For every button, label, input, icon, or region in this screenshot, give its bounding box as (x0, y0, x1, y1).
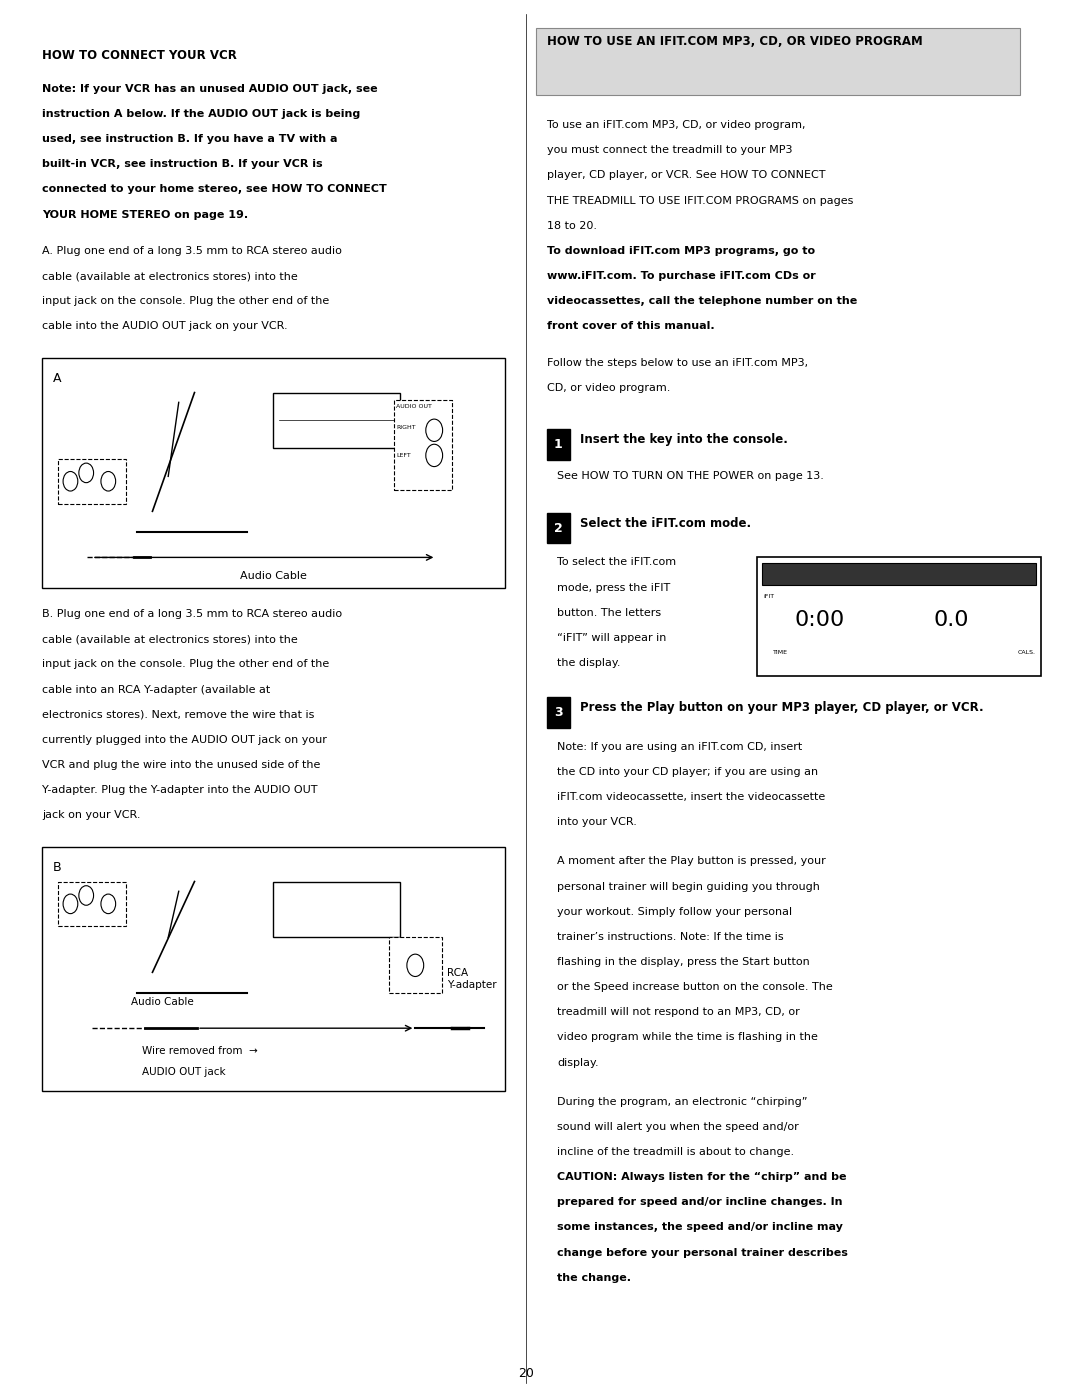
FancyBboxPatch shape (546, 697, 570, 728)
Text: CAUTION: Always listen for the “chirp” and be: CAUTION: Always listen for the “chirp” a… (557, 1172, 847, 1182)
Text: input jack on the console. Plug the other end of the: input jack on the console. Plug the othe… (42, 296, 329, 306)
FancyBboxPatch shape (58, 460, 126, 504)
Text: 1: 1 (554, 437, 563, 451)
Text: instruction A below. If the AUDIO OUT jack is being: instruction A below. If the AUDIO OUT ja… (42, 109, 361, 119)
Text: connected to your home stereo, see HOW TO CONNECT: connected to your home stereo, see HOW T… (42, 184, 387, 194)
Text: front cover of this manual.: front cover of this manual. (546, 321, 714, 331)
FancyBboxPatch shape (762, 563, 1036, 585)
Text: iFIT: iFIT (764, 594, 774, 599)
Text: 18 to 20.: 18 to 20. (546, 221, 597, 231)
Text: Note: If your VCR has an unused AUDIO OUT jack, see: Note: If your VCR has an unused AUDIO OU… (42, 84, 378, 94)
Text: the change.: the change. (557, 1273, 631, 1282)
FancyBboxPatch shape (42, 358, 504, 588)
Text: CALS.: CALS. (1017, 650, 1036, 655)
Text: iFIT.com videocassette, insert the videocassette: iFIT.com videocassette, insert the video… (557, 792, 825, 802)
Text: button. The letters: button. The letters (557, 608, 661, 617)
Text: cable into the AUDIO OUT jack on your VCR.: cable into the AUDIO OUT jack on your VC… (42, 321, 287, 331)
Text: change before your personal trainer describes: change before your personal trainer desc… (557, 1248, 848, 1257)
Text: input jack on the console. Plug the other end of the: input jack on the console. Plug the othe… (42, 659, 329, 669)
Text: “iFIT” will appear in: “iFIT” will appear in (557, 633, 666, 643)
Text: Wire removed from  →: Wire removed from → (141, 1046, 258, 1056)
Text: YOUR HOME STEREO on page 19.: YOUR HOME STEREO on page 19. (42, 210, 248, 219)
Text: personal trainer will begin guiding you through: personal trainer will begin guiding you … (557, 882, 820, 891)
Text: treadmill will not respond to an MP3, CD, or: treadmill will not respond to an MP3, CD… (557, 1007, 800, 1017)
Text: jack on your VCR.: jack on your VCR. (42, 810, 140, 820)
Text: See HOW TO TURN ON THE POWER on page 13.: See HOW TO TURN ON THE POWER on page 13. (557, 471, 824, 481)
Text: TIME: TIME (773, 650, 787, 655)
Text: used, see instruction B. If you have a TV with a: used, see instruction B. If you have a T… (42, 134, 338, 144)
Text: you must connect the treadmill to your MP3: you must connect the treadmill to your M… (546, 145, 793, 155)
Text: 3: 3 (554, 705, 563, 719)
Text: To download iFIT.com MP3 programs, go to: To download iFIT.com MP3 programs, go to (546, 246, 814, 256)
Text: AUDIO OUT jack: AUDIO OUT jack (141, 1067, 226, 1077)
Text: cable (available at electronics stores) into the: cable (available at electronics stores) … (42, 634, 298, 644)
Text: electronics stores). Next, remove the wire that is: electronics stores). Next, remove the wi… (42, 710, 314, 719)
Text: A moment after the Play button is pressed, your: A moment after the Play button is presse… (557, 856, 826, 866)
Text: B: B (53, 861, 62, 873)
Text: 0.0: 0.0 (934, 610, 969, 630)
FancyBboxPatch shape (757, 557, 1041, 676)
Text: B. Plug one end of a long 3.5 mm to RCA stereo audio: B. Plug one end of a long 3.5 mm to RCA … (42, 609, 342, 619)
Text: RIGHT: RIGHT (396, 425, 416, 430)
Text: To select the iFIT.com: To select the iFIT.com (557, 557, 676, 567)
FancyBboxPatch shape (389, 937, 442, 993)
Text: incline of the treadmill is about to change.: incline of the treadmill is about to cha… (557, 1147, 795, 1157)
Text: mode, press the iFIT: mode, press the iFIT (557, 583, 671, 592)
Text: A: A (53, 372, 62, 384)
FancyBboxPatch shape (273, 882, 400, 937)
Text: VCR and plug the wire into the unused side of the: VCR and plug the wire into the unused si… (42, 760, 321, 770)
Text: cable into an RCA Y-adapter (available at: cable into an RCA Y-adapter (available a… (42, 685, 270, 694)
Text: THE TREADMILL TO USE IFIT.COM PROGRAMS on pages: THE TREADMILL TO USE IFIT.COM PROGRAMS o… (546, 196, 853, 205)
Text: flashing in the display, press the Start button: flashing in the display, press the Start… (557, 957, 810, 967)
Text: trainer’s instructions. Note: If the time is: trainer’s instructions. Note: If the tim… (557, 932, 784, 942)
FancyBboxPatch shape (546, 429, 570, 460)
Text: videocassettes, call the telephone number on the: videocassettes, call the telephone numbe… (546, 296, 856, 306)
Text: Press the Play button on your MP3 player, CD player, or VCR.: Press the Play button on your MP3 player… (580, 701, 984, 714)
Text: player, CD player, or VCR. See HOW TO CONNECT: player, CD player, or VCR. See HOW TO CO… (546, 170, 825, 180)
FancyBboxPatch shape (42, 847, 504, 1091)
Text: some instances, the speed and/or incline may: some instances, the speed and/or incline… (557, 1222, 843, 1232)
Text: Y-adapter. Plug the Y-adapter into the AUDIO OUT: Y-adapter. Plug the Y-adapter into the A… (42, 785, 318, 795)
Text: Insert the key into the console.: Insert the key into the console. (580, 433, 788, 446)
Text: CD, or video program.: CD, or video program. (546, 383, 670, 393)
Text: A. Plug one end of a long 3.5 mm to RCA stereo audio: A. Plug one end of a long 3.5 mm to RCA … (42, 246, 342, 256)
Text: Follow the steps below to use an iFIT.com MP3,: Follow the steps below to use an iFIT.co… (546, 358, 808, 367)
Text: the CD into your CD player; if you are using an: the CD into your CD player; if you are u… (557, 767, 819, 777)
Text: built-in VCR, see instruction B. If your VCR is: built-in VCR, see instruction B. If your… (42, 159, 323, 169)
Text: During the program, an electronic “chirping”: During the program, an electronic “chirp… (557, 1097, 808, 1106)
Text: HOW TO CONNECT YOUR VCR: HOW TO CONNECT YOUR VCR (42, 49, 237, 61)
Text: sound will alert you when the speed and/or: sound will alert you when the speed and/… (557, 1122, 799, 1132)
Text: 20: 20 (517, 1368, 534, 1380)
Text: or the Speed increase button on the console. The: or the Speed increase button on the cons… (557, 982, 833, 992)
FancyBboxPatch shape (58, 882, 126, 926)
Text: Select the iFIT.com mode.: Select the iFIT.com mode. (580, 517, 752, 529)
Text: RCA
Y-adapter: RCA Y-adapter (447, 968, 497, 990)
Text: AUDIO OUT: AUDIO OUT (396, 404, 432, 409)
FancyBboxPatch shape (536, 28, 1020, 95)
Text: cable (available at electronics stores) into the: cable (available at electronics stores) … (42, 271, 298, 281)
Text: currently plugged into the AUDIO OUT jack on your: currently plugged into the AUDIO OUT jac… (42, 735, 327, 745)
Text: Audio Cable: Audio Cable (132, 997, 194, 1007)
Text: Audio Cable: Audio Cable (240, 571, 307, 581)
Text: your workout. Simply follow your personal: your workout. Simply follow your persona… (557, 907, 793, 916)
Text: To use an iFIT.com MP3, CD, or video program,: To use an iFIT.com MP3, CD, or video pro… (546, 120, 806, 130)
Text: HOW TO USE AN IFIT.COM MP3, CD, OR VIDEO PROGRAM: HOW TO USE AN IFIT.COM MP3, CD, OR VIDEO… (546, 35, 922, 47)
Text: 2: 2 (554, 521, 563, 535)
Text: www.iFIT.com. To purchase iFIT.com CDs or: www.iFIT.com. To purchase iFIT.com CDs o… (546, 271, 815, 281)
FancyBboxPatch shape (273, 393, 400, 448)
FancyBboxPatch shape (394, 400, 453, 490)
Text: display.: display. (557, 1058, 598, 1067)
Text: LEFT: LEFT (396, 453, 411, 458)
FancyBboxPatch shape (546, 513, 570, 543)
Text: Note: If you are using an iFIT.com CD, insert: Note: If you are using an iFIT.com CD, i… (557, 742, 802, 752)
Text: video program while the time is flashing in the: video program while the time is flashing… (557, 1032, 818, 1042)
Text: the display.: the display. (557, 658, 621, 668)
Text: into your VCR.: into your VCR. (557, 817, 637, 827)
Text: prepared for speed and/or incline changes. In: prepared for speed and/or incline change… (557, 1197, 842, 1207)
Text: 0:00: 0:00 (795, 610, 846, 630)
